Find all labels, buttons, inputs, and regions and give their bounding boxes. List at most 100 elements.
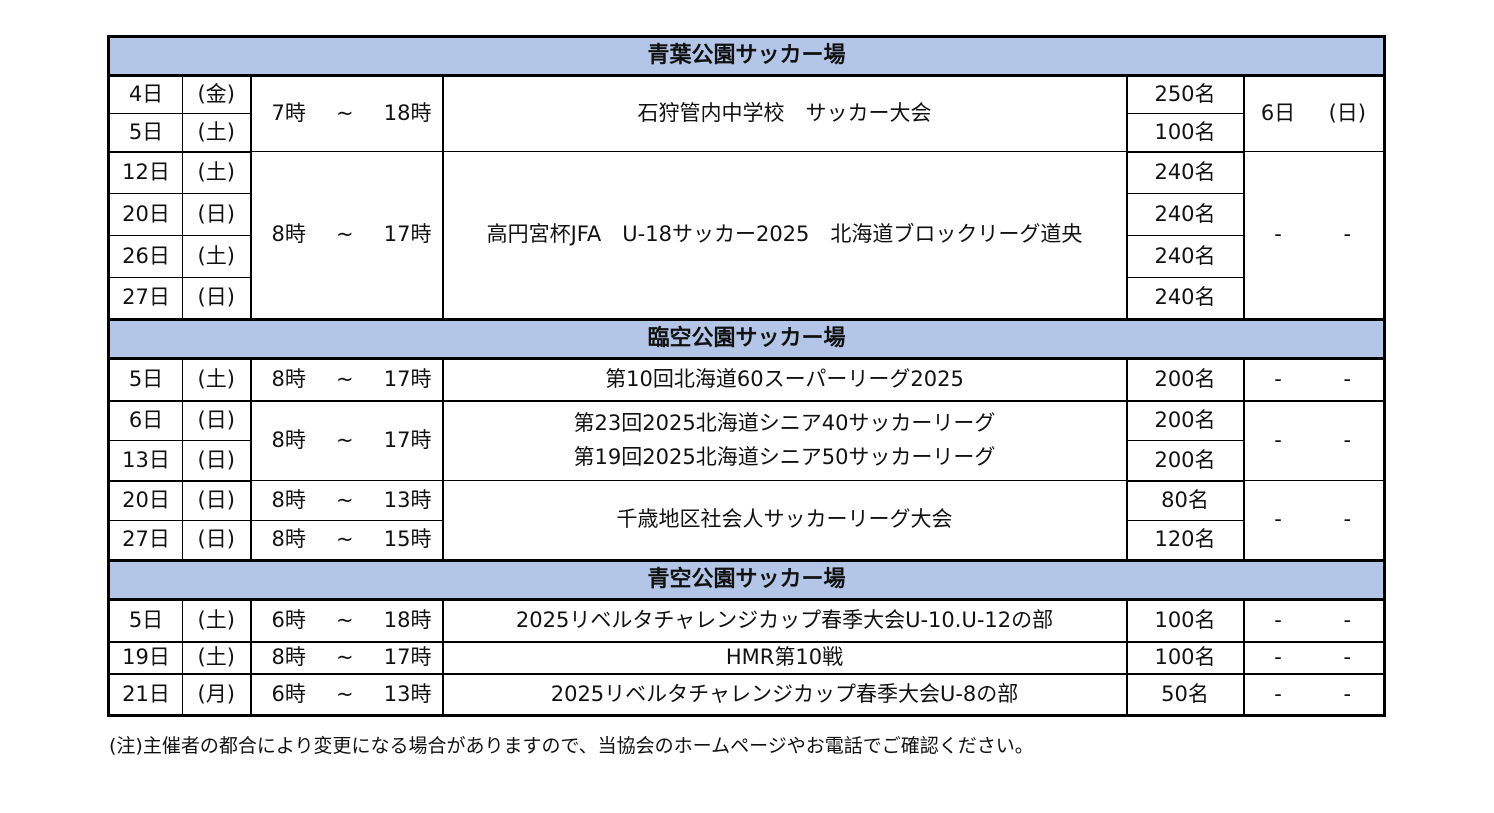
day-cell: 19日 [108,641,183,675]
start-time: 8時 [271,428,306,453]
weekday-cell: (日) [182,480,251,521]
tilde-separator: ~ [336,527,354,552]
venue-name: 青葉公園サッカー場 [107,35,1386,77]
next-day-cell: - [1243,151,1312,320]
table-row: 5日 (土) 100名 [108,113,1385,153]
event-line: 第19回2025北海道シニア50サッカーリーグ [573,444,996,469]
start-time: 8時 [271,527,306,552]
event-name: 石狩管内中学校 サッカー大会 [441,75,1128,152]
event-line: 2025リベルタチャレンジカップ春季大会U-10.U-12の部 [515,608,1054,633]
day-cell: 5日 [108,358,183,402]
weekday-cell: (日) [182,520,251,562]
day-cell: 21日 [108,673,183,717]
participant-count: 240名 [1126,151,1245,194]
next-weekday-cell: - [1311,641,1386,675]
time-range: 8時 ~17時 [249,358,444,402]
start-time: 7時 [271,101,306,126]
weekday-cell: (土) [182,641,251,675]
end-time: 17時 [383,367,432,392]
event-line: 高円宮杯JFA U-18サッカー2025 北海道ブロックリーグ道央 [486,222,1083,247]
next-day-cell: - [1243,480,1312,561]
day-cell: 6日 [108,400,183,441]
event-line: 第23回2025北海道シニア40サッカーリーグ [573,411,996,436]
table-row: 27日 (日) 8時 ~15時 120名 [108,520,1385,562]
time-range-content: 6時 ~13時 [253,681,441,707]
next-weekday-cell: - [1311,480,1386,561]
venue-header-row: 青空公園サッカー場 [107,559,1386,601]
event-name: 高円宮杯JFA U-18サッカー2025 北海道ブロックリーグ道央 [441,151,1128,320]
table-row: 12日 (土) 8時 ~17時 高円宮杯JFA U-18サッカー2025 北海道ブロック… [108,151,1386,320]
time-range: 8時 ~17時 [249,151,444,320]
weekday-cell: (土) [182,358,251,402]
participant-count: 120名 [1126,520,1245,562]
end-time: 13時 [383,487,432,512]
weekday-cell: (土) [182,235,251,278]
participant-count: 100名 [1126,113,1245,153]
participant-count: 240名 [1126,235,1245,278]
start-time: 8時 [271,367,306,392]
time-range-content: 8時 ~17時 [253,222,441,247]
venue-header-row: 青葉公園サッカー場 [107,35,1386,77]
start-time: 6時 [271,681,306,706]
weekday-cell: (土) [182,113,251,153]
weekday-cell: (日) [182,193,251,236]
time-range: 8時 ~17時 [249,400,444,481]
participant-count: 200名 [1126,400,1245,441]
weekday-cell: (日) [182,277,251,321]
footnote: (注)主催者の都合により変更になる場合がありますので、当協会のホームページやお電… [109,735,1034,757]
next-day-cell: - [1243,400,1312,481]
participant-count: 100名 [1126,641,1245,675]
end-time: 18時 [383,608,432,633]
table-row: 4日 (金) 7時 ~18時 石狩管内中学校 サッカー大会 250名 6日 (日) [108,75,1386,152]
table-row: 20日 (日) 8時 ~13時 千歳地区社会人サッカーリーグ大会 80名 - - [108,480,1386,561]
event-name: 第23回2025北海道シニア40サッカーリーグ 第19回2025北海道シニア50サ… [441,400,1128,481]
weekday-cell: (月) [182,673,251,717]
participant-count: 100名 [1126,599,1245,643]
time-range: 8時 ~17時 [249,641,444,675]
time-range: 6時 ~13時 [249,673,444,717]
time-range-content: 8時 ~17時 [253,428,441,453]
tilde-separator: ~ [336,487,354,512]
tilde-separator: ~ [336,608,354,633]
tilde-separator: ~ [336,644,354,669]
day-cell: 20日 [108,193,183,236]
table-row: 13日 (日) 200名 [108,440,1385,482]
weekday-cell: (金) [182,75,251,114]
time-range: 8時 ~15時 [249,520,444,562]
start-time: 6時 [271,608,306,633]
next-weekday-cell: - [1311,400,1386,481]
table-row: 6日 (日) 8時 ~17時 第23回2025北海道シニア40サッカーリーグ 第19回20… [108,400,1386,481]
event-line: HMR第10戦 [725,644,844,669]
day-cell: 27日 [108,277,183,321]
next-weekday-cell: - [1311,151,1386,320]
participant-count: 200名 [1126,440,1245,482]
next-day-cell: - [1243,673,1312,717]
tilde-separator: ~ [336,101,354,126]
day-cell: 20日 [108,480,183,521]
tilde-separator: ~ [336,222,354,247]
day-cell: 26日 [108,235,183,278]
time-range: 8時 ~13時 [249,480,444,521]
next-day-cell: 6日 [1243,75,1312,152]
tilde-separator: ~ [336,681,354,706]
table-row: 5日 (土) 6時 ~18時 2025リベルタチャレンジカップ春季大会U-10.U-12… [108,599,1386,643]
participant-count: 240名 [1126,193,1245,236]
participant-count: 240名 [1126,277,1245,321]
venue-header-row: 臨空公園サッカー場 [107,318,1386,360]
next-weekday-cell: - [1311,358,1386,402]
event-name: 千歳地区社会人サッカーリーグ大会 [441,480,1128,561]
end-time: 17時 [383,222,432,247]
next-day-cell: - [1243,358,1312,402]
time-range: 7時 ~18時 [249,75,444,152]
end-time: 17時 [383,644,432,669]
end-time: 18時 [383,101,432,126]
time-range-content: 6時 ~18時 [253,608,441,633]
participant-count: 250名 [1126,75,1245,114]
event-name: 第10回北海道60スーパーリーグ2025 [441,358,1128,402]
day-cell: 13日 [108,440,183,482]
time-range: 6時 ~18時 [249,599,444,643]
day-cell: 5日 [108,113,183,153]
day-cell: 5日 [108,599,183,643]
time-range-content: 7時 ~18時 [253,101,441,126]
table-row: 5日 (土) 8時 ~17時 第10回北海道60スーパーリーグ2025 200名 - - [108,358,1386,402]
